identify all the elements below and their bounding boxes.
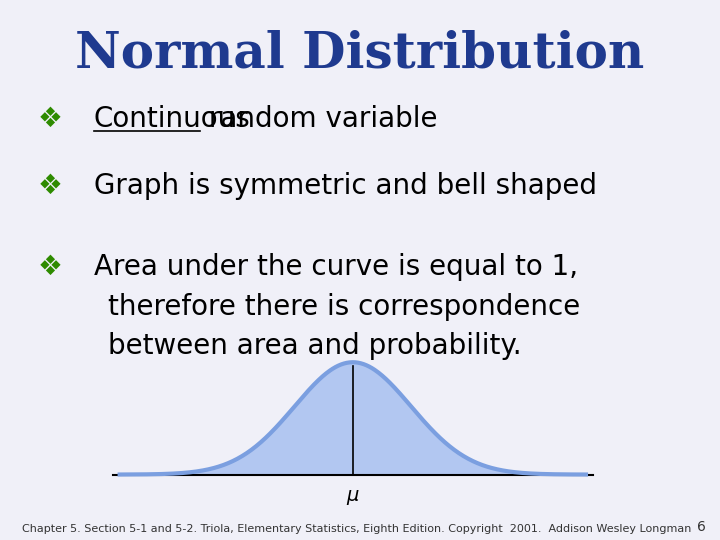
Text: 6: 6: [697, 519, 706, 534]
Text: random variable: random variable: [200, 105, 438, 133]
Text: ❖: ❖: [38, 172, 63, 200]
Text: Graph is symmetric and bell shaped: Graph is symmetric and bell shaped: [94, 172, 597, 200]
Text: μ: μ: [346, 486, 359, 505]
Text: Normal Distribution: Normal Distribution: [76, 30, 644, 79]
Text: ❖: ❖: [38, 253, 63, 281]
Text: Continuous: Continuous: [94, 105, 251, 133]
Text: ❖: ❖: [38, 105, 63, 133]
Text: between area and probability.: between area and probability.: [108, 332, 521, 360]
Text: therefore there is correspondence: therefore there is correspondence: [108, 293, 580, 321]
Text: Area under the curve is equal to 1,: Area under the curve is equal to 1,: [94, 253, 577, 281]
Text: Chapter 5. Section 5-1 and 5-2. Triola, Elementary Statistics, Eighth Edition. C: Chapter 5. Section 5-1 and 5-2. Triola, …: [22, 523, 691, 534]
